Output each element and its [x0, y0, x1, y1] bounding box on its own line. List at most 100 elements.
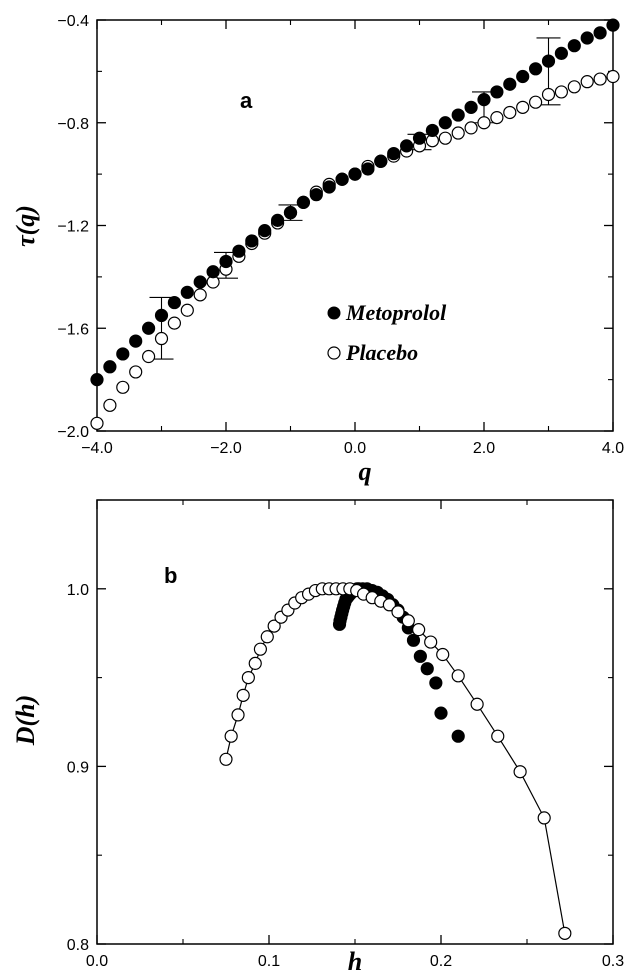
point-metoprolol	[206, 265, 220, 279]
point-placebo	[248, 656, 262, 670]
point-placebo	[401, 614, 415, 628]
point-metoprolol	[193, 275, 207, 289]
point-placebo	[464, 121, 478, 135]
point-metoprolol	[361, 162, 375, 176]
point-placebo	[554, 85, 569, 99]
point-metoprolol	[541, 54, 556, 68]
point-placebo	[224, 729, 238, 743]
point-metoprolol	[490, 85, 504, 99]
point-placebo	[231, 708, 245, 722]
x-tick-label: −2.0	[210, 440, 242, 457]
point-metoprolol	[420, 662, 434, 676]
point-metoprolol	[322, 180, 336, 194]
point-placebo	[129, 365, 143, 379]
point-placebo	[436, 647, 450, 662]
point-placebo	[541, 87, 556, 102]
panel-b-lines	[225, 588, 566, 934]
y-tick-label: 0.8	[67, 937, 89, 954]
point-metoprolol	[593, 26, 607, 40]
point-placebo	[193, 288, 207, 302]
y-tick-label: −2.0	[57, 424, 89, 441]
point-metoprolol	[425, 123, 439, 138]
x-tick-label: 0.1	[258, 953, 280, 970]
point-metoprolol	[503, 77, 517, 91]
point-placebo	[470, 697, 484, 711]
point-metoprolol	[400, 139, 414, 153]
point-placebo	[391, 605, 405, 619]
point-metoprolol	[258, 224, 272, 238]
point-metoprolol	[103, 360, 117, 374]
point-placebo	[438, 131, 452, 145]
point-metoprolol	[429, 676, 443, 690]
panel-a-points	[90, 18, 620, 430]
panel-a-label: a	[240, 88, 253, 113]
point-metoprolol	[271, 213, 285, 227]
point-metoprolol	[167, 295, 181, 310]
x-tick-label: 0.0	[344, 440, 366, 457]
point-metoprolol	[283, 206, 298, 220]
point-placebo	[516, 100, 530, 114]
legend-metoprolol-marker	[327, 306, 341, 320]
point-placebo	[142, 349, 156, 364]
point-placebo	[606, 69, 620, 84]
point-placebo	[528, 95, 543, 109]
point-metoprolol	[606, 18, 620, 32]
point-metoprolol	[413, 649, 427, 663]
panel-b-ylabel: D(h)	[11, 695, 40, 747]
point-metoprolol	[387, 146, 401, 161]
point-placebo	[241, 670, 255, 685]
point-placebo	[490, 111, 504, 125]
point-placebo	[424, 635, 438, 649]
point-metoprolol	[554, 46, 569, 60]
point-placebo	[580, 75, 594, 89]
point-metoprolol	[142, 321, 156, 335]
point-metoprolol	[245, 234, 259, 248]
point-placebo	[593, 72, 607, 86]
point-metoprolol	[335, 172, 349, 186]
point-metoprolol	[348, 167, 362, 181]
point-placebo	[90, 416, 104, 430]
x-tick-label: 4.0	[602, 440, 624, 457]
legend-placebo-marker	[327, 346, 341, 360]
point-metoprolol	[464, 100, 478, 114]
point-metoprolol	[580, 31, 594, 45]
point-placebo	[267, 619, 281, 633]
point-metoprolol	[374, 154, 388, 168]
x-tick-label: 0.2	[430, 953, 452, 970]
point-metoprolol	[296, 195, 310, 209]
y-tick-label: −0.8	[57, 116, 89, 133]
point-metoprolol	[434, 706, 448, 720]
y-tick-label: 1.0	[67, 582, 89, 599]
panel-a-frame	[96, 19, 614, 432]
point-placebo	[567, 80, 581, 94]
point-metoprolol	[129, 334, 143, 348]
point-metoprolol	[154, 308, 169, 323]
point-metoprolol	[232, 244, 246, 258]
point-placebo	[253, 642, 267, 656]
point-placebo	[382, 598, 396, 612]
panel-a-ticks: −4.0 −2.0 0.0 2.0 4.0−2.0−1.6−1.2−0.8−0.4	[57, 13, 624, 457]
y-tick-label: −0.4	[57, 13, 89, 30]
point-placebo	[513, 765, 527, 779]
point-metoprolol	[309, 188, 323, 202]
x-tick-label: 0.0	[86, 953, 108, 970]
panel-b-ticks: 0.0 0.1 0.2 0.3 0.8 0.9 1.0	[67, 499, 624, 970]
point-metoprolol	[567, 39, 581, 53]
point-metoprolol	[477, 93, 491, 107]
legend-metoprolol-label: Metoprolol	[345, 300, 447, 325]
point-metoprolol	[451, 729, 465, 743]
panel-a: −4.0 −2.0 0.0 2.0 4.0−2.0−1.6−1.2−0.8−0.4 a …	[11, 13, 624, 486]
x-tick-label: 2.0	[473, 440, 495, 457]
point-placebo	[260, 630, 274, 644]
point-metoprolol	[438, 116, 452, 130]
point-placebo	[236, 688, 250, 702]
point-metoprolol	[90, 373, 104, 387]
point-placebo	[167, 316, 181, 330]
x-tick-label: 0.3	[602, 953, 624, 970]
panel-a-ylabel: τ(q)	[11, 205, 40, 247]
point-metoprolol	[516, 69, 530, 84]
point-placebo	[537, 811, 551, 825]
point-placebo	[451, 126, 465, 140]
series-line-placebo	[225, 588, 566, 934]
y-tick-label: −1.6	[57, 321, 89, 338]
